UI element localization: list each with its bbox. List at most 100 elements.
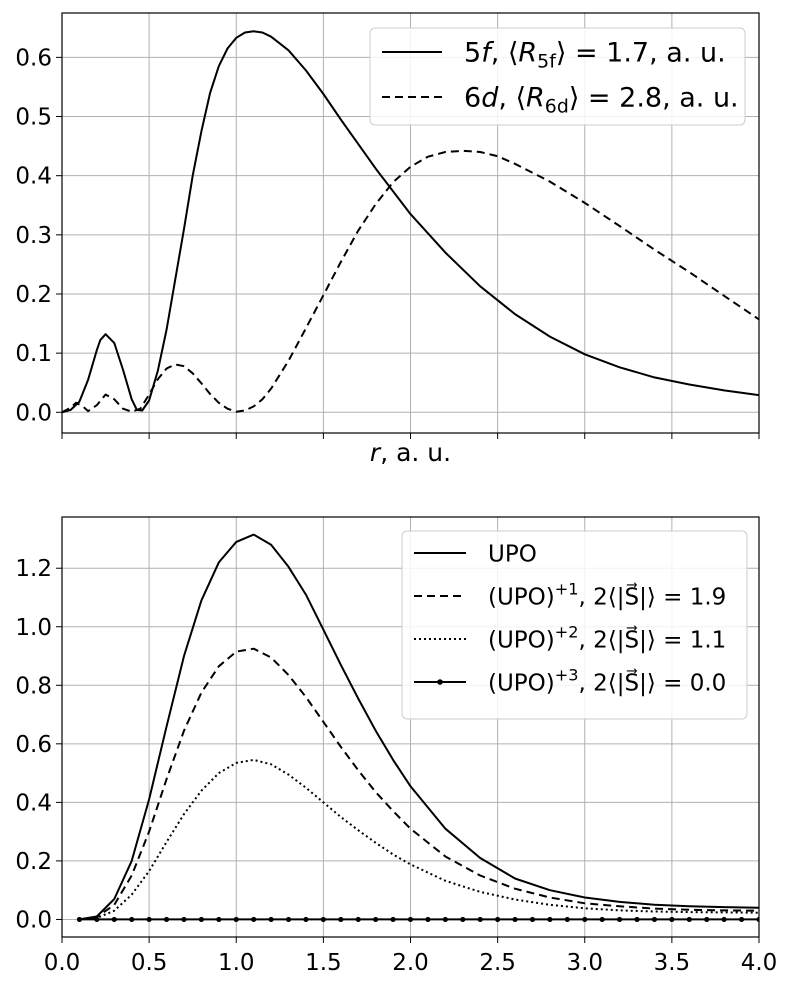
legend-label-3: (UPO)+3, 2⟨|S⃗|⟩ = 0.0 xyxy=(488,665,726,696)
series-marker-3 xyxy=(407,916,414,923)
bottom-chart-panel: 0.0 0.5 1.0 1.5 2.0 2.5 3.0 3.5 4.0 0.0 0.2 0.4 0.6 0… xyxy=(15,516,778,976)
x-tick-label: 2.0 xyxy=(392,950,429,976)
series-marker-3 xyxy=(512,916,518,923)
series-marker-3 xyxy=(529,916,536,923)
legend-bracket: , ⟨ xyxy=(491,38,519,69)
series-marker-3 xyxy=(721,916,727,923)
y-tick-label: 0.2 xyxy=(15,282,52,308)
series-marker-3 xyxy=(390,916,396,923)
y-tick-label: 0.6 xyxy=(15,45,52,71)
x-tick-label: 3.0 xyxy=(566,950,603,976)
series-marker-3 xyxy=(582,916,588,923)
legend-tail: , 2⟨|S⃗|⟩ = 1.9 xyxy=(579,582,727,610)
y-tick-label: 0.5 xyxy=(15,105,52,131)
y-tick-label: 0.1 xyxy=(15,341,52,367)
y-tick-label: 0.0 xyxy=(15,400,52,426)
y-tick-label: 0.3 xyxy=(15,223,52,249)
series-marker-3 xyxy=(547,916,553,923)
series-marker-3 xyxy=(94,916,100,923)
y-tick-label: 0.0 xyxy=(15,907,52,933)
series-marker-3 xyxy=(686,916,692,923)
series-marker-3 xyxy=(216,916,222,923)
x-tick-label: 2.5 xyxy=(479,950,516,976)
series-marker-3 xyxy=(425,916,431,923)
series-marker-3 xyxy=(129,916,135,923)
series-marker-3 xyxy=(233,916,239,923)
x-axis-label: r, a. u. xyxy=(370,438,451,467)
legend-marker-3 xyxy=(437,679,443,685)
y-tick-label: 0.8 xyxy=(15,673,52,699)
series-line-0 xyxy=(79,533,759,921)
legend-main: (UPO) xyxy=(488,670,555,696)
series-marker-3 xyxy=(477,916,483,923)
series-marker-3 xyxy=(181,916,187,923)
legend-sup: +1 xyxy=(555,579,579,598)
series-marker-3 xyxy=(738,916,745,923)
y-tick-label: 0.4 xyxy=(15,790,52,816)
series-group xyxy=(62,30,759,414)
legend-box xyxy=(401,530,748,720)
series-marker-3 xyxy=(111,916,117,923)
series-marker-3 xyxy=(373,916,379,923)
y-tick-label: 1.2 xyxy=(15,556,52,582)
legend-label-0: 5f, ⟨R5f⟩ = 1.7, a. u. xyxy=(464,38,726,73)
series-marker-3 xyxy=(163,916,170,923)
series-marker-3 xyxy=(303,916,309,923)
x-tick-label: 4.0 xyxy=(741,950,778,976)
x-tick-label: 0.5 xyxy=(131,950,168,976)
series-marker-3 xyxy=(704,916,710,923)
legend-label-1: (UPO)+1, 2⟨|S⃗|⟩ = 1.9 xyxy=(488,579,726,610)
x-axis-label-var: r xyxy=(370,438,382,467)
series-marker-3 xyxy=(599,916,605,923)
legend-tail: ⟩ = 1.7, a. u. xyxy=(556,38,726,69)
legend-main: UPO xyxy=(488,541,537,567)
legend-label-1: 6d, ⟨R6d⟩ = 2.8, a. u. xyxy=(464,83,739,118)
series-marker-3 xyxy=(495,916,501,923)
x-tick-label: 1.5 xyxy=(305,950,342,976)
series-marker-3 xyxy=(564,916,570,923)
series-marker-3 xyxy=(460,916,466,923)
legend-label-0: UPO xyxy=(488,541,537,567)
legend-var: R xyxy=(518,38,537,69)
x-tick-label: 3.5 xyxy=(654,950,691,976)
legend-sup: +3 xyxy=(555,665,579,684)
series-line-1 xyxy=(79,647,759,921)
series-marker-3 xyxy=(669,916,675,923)
x-tick-label: 0.0 xyxy=(44,950,81,976)
legend-sup: +2 xyxy=(555,622,579,641)
series-marker-3 xyxy=(198,916,204,923)
y-tick-label: 0.2 xyxy=(15,849,52,875)
y-tick-label: 0.4 xyxy=(15,164,52,190)
legend-bracket: , ⟨ xyxy=(498,83,526,114)
series-marker-3 xyxy=(338,916,344,923)
series-marker-3 xyxy=(651,916,658,923)
legend-main: (UPO) xyxy=(488,584,555,610)
legend-main: 5 xyxy=(464,38,481,69)
series-marker-3 xyxy=(76,916,83,923)
series-marker-3 xyxy=(617,916,623,923)
series-marker-3 xyxy=(285,916,292,923)
x-axis-label-unit: , a. u. xyxy=(380,438,451,467)
top-chart-panel: 0.00.10.20.30.40.50.6r, a. u.5f, ⟨R5f⟩ =… xyxy=(15,12,760,467)
legend-italic: d xyxy=(481,83,499,114)
legend-tail: , 2⟨|S⃗|⟩ = 1.1 xyxy=(579,625,727,653)
series-marker-3 xyxy=(634,916,640,923)
y-tick-label: 0.6 xyxy=(15,732,52,758)
series-line-0 xyxy=(62,30,759,414)
legend-main: 6 xyxy=(464,83,481,114)
legend-box xyxy=(369,27,746,126)
legend-main: (UPO) xyxy=(488,627,555,653)
legend-sub: 5f xyxy=(537,51,557,73)
series-marker-3 xyxy=(251,916,257,923)
series-marker-3 xyxy=(320,916,326,923)
series-marker-3 xyxy=(355,916,361,923)
legend-tail: , 2⟨|S⃗|⟩ = 0.0 xyxy=(579,668,727,696)
series-group xyxy=(76,533,759,923)
series-marker-3 xyxy=(442,916,448,923)
legend: UPO(UPO)+1, 2⟨|S⃗|⟩ = 1.9(UPO)+2, 2⟨|S⃗|… xyxy=(401,530,748,720)
legend-label-2: (UPO)+2, 2⟨|S⃗|⟩ = 1.1 xyxy=(488,622,726,653)
series-line-1 xyxy=(62,149,759,414)
series-marker-3 xyxy=(146,916,152,923)
series-marker-3 xyxy=(268,916,274,923)
